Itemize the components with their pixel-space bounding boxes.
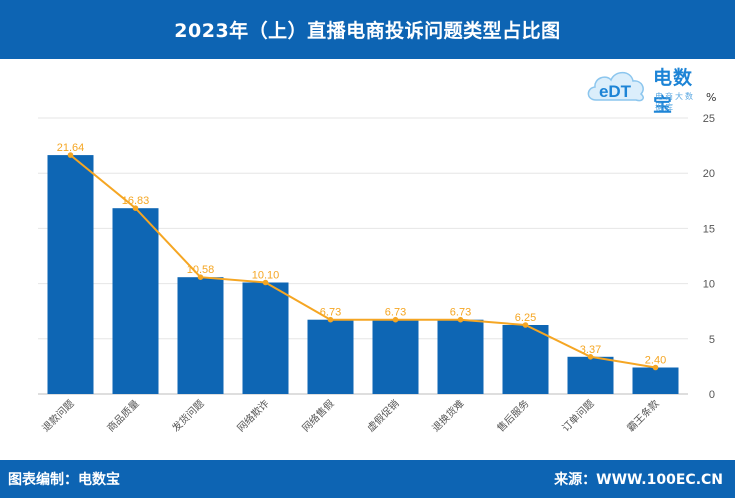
line-point <box>652 364 659 371</box>
x-tick-label: 退换货难 <box>429 397 466 434</box>
x-tick-label: 网络欺诈 <box>234 397 271 434</box>
y-tick-label: 25 <box>703 113 715 125</box>
bar <box>307 319 354 394</box>
line-series <box>69 154 656 369</box>
data-label: 6.73 <box>385 307 406 319</box>
x-tick-label: 霸王条款 <box>624 397 661 434</box>
data-label: 6.73 <box>450 307 471 319</box>
logo-brand-text: 电数宝 <box>653 67 694 116</box>
line-point <box>457 316 464 323</box>
x-tick-label: 售后服务 <box>494 397 531 434</box>
bar <box>437 319 484 394</box>
bar <box>502 325 549 394</box>
x-tick-label: 虚假促销 <box>364 397 401 434</box>
y-tick-label: 10 <box>703 279 715 291</box>
x-tick-label: 退款问题 <box>39 397 76 434</box>
bar <box>242 282 289 394</box>
footer-compiler: 图表编制：电数宝 <box>8 472 120 488</box>
x-tick-label: 订单问题 <box>559 397 596 434</box>
bar-line-chart: 0 5 10 15 20 25 21.64 16.83 10.58 10.10 6.73 6.73 6.… <box>38 113 715 434</box>
bar <box>112 208 159 394</box>
y-tick-label: 20 <box>703 168 715 180</box>
bar <box>177 277 224 394</box>
line-point <box>132 205 139 211</box>
line-point <box>587 353 594 360</box>
data-label: 6.73 <box>320 307 341 319</box>
data-label: 10.58 <box>187 264 215 276</box>
bar <box>372 319 419 394</box>
y-tick-label: 0 <box>709 389 715 401</box>
data-label: 3.37 <box>580 344 601 356</box>
bar <box>567 356 614 394</box>
logo-mark-text: eDT <box>599 82 632 101</box>
brand-logo: eDT 电数宝 电商大数据库 <box>584 62 704 116</box>
data-label: 16.83 <box>122 195 150 207</box>
y-axis-unit: % <box>706 91 717 104</box>
bar <box>632 367 679 394</box>
x-tick-label: 网络售假 <box>299 397 336 434</box>
cloud-logo-icon: eDT <box>587 71 644 102</box>
footer-source: 来源：WWW.100EC.CN <box>554 472 723 488</box>
line-point <box>67 152 74 158</box>
data-label: 10.10 <box>252 269 280 281</box>
line-point <box>197 274 204 280</box>
data-label: 21.64 <box>57 142 85 154</box>
footer-bar: 图表编制：电数宝 来源：WWW.100EC.CN <box>0 460 735 498</box>
line-point <box>392 316 399 323</box>
bar <box>47 155 94 394</box>
chart-title: 2023年（上）直播电商投诉问题类型占比图 <box>174 20 561 42</box>
line-point <box>327 316 334 323</box>
x-tick-label: 发货问题 <box>169 397 206 434</box>
x-tick-label: 商品质量 <box>104 397 141 434</box>
y-tick-label: 5 <box>709 334 715 346</box>
y-tick-label: 15 <box>703 223 715 235</box>
data-label: 6.25 <box>515 312 536 324</box>
line-point <box>522 322 529 328</box>
line-point <box>262 279 269 286</box>
logo-sub-text: 电商大数据库 <box>655 92 695 112</box>
title-bar: 2023年（上）直播电商投诉问题类型占比图 <box>0 0 735 59</box>
data-label: 2.40 <box>645 355 666 367</box>
